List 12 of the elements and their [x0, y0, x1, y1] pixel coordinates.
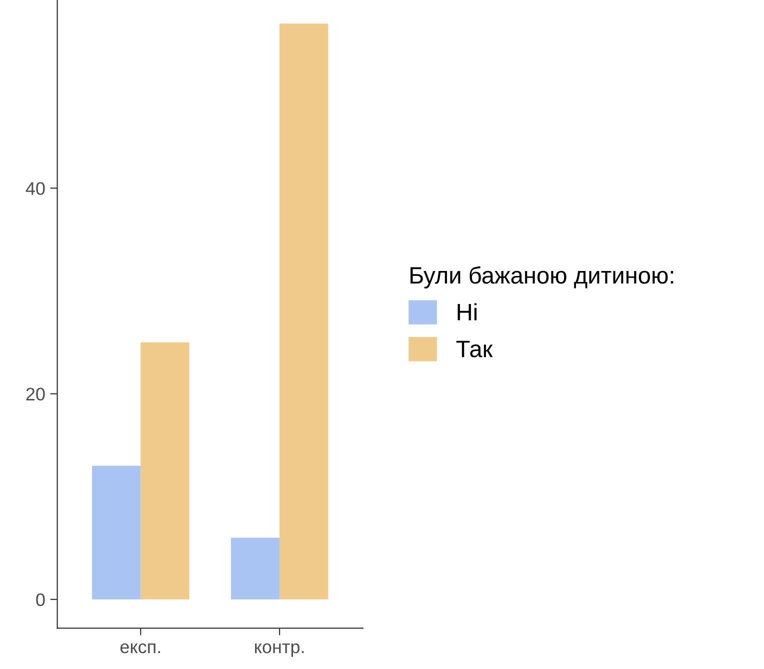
legend-label: Ні	[458, 303, 477, 320]
x-tick-label: експ.	[120, 643, 160, 654]
y-tick-label: 0	[36, 593, 45, 606]
bar	[280, 24, 328, 600]
y-tick-label: 40	[26, 182, 45, 195]
bar	[230, 538, 280, 600]
bar	[140, 342, 190, 600]
bar	[92, 466, 141, 600]
y-tick-label: 20	[26, 388, 45, 400]
legend-title: Були бажаною дитиною:	[410, 266, 674, 288]
x-tick-label: контр.	[255, 643, 304, 657]
legend-label: Так	[456, 340, 493, 358]
